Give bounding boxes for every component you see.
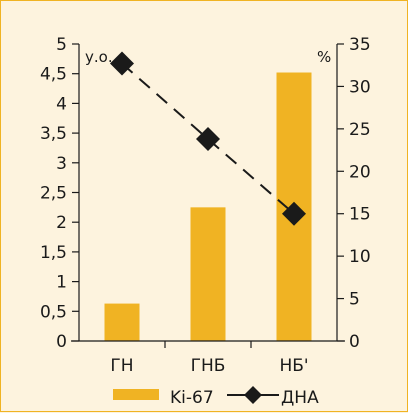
left-tick-label: 2,5 bbox=[40, 184, 67, 204]
right-axis-unit: % bbox=[317, 48, 331, 66]
line-layer bbox=[110, 51, 306, 226]
left-tick-label: 3,5 bbox=[40, 124, 67, 144]
axes-layer: 0 0,5 1 1,5 2 2,5 3 3,5 4 4,5 5 0 5 10 15 20 25 30 35 ГН ГНБ… bbox=[40, 35, 371, 376]
right-tick-label: 35 bbox=[349, 35, 371, 55]
left-tick-label: 1 bbox=[56, 273, 67, 293]
left-tick-label: 4,5 bbox=[40, 65, 67, 85]
x-tick-label: ГН bbox=[110, 356, 133, 376]
left-tick-label: 0,5 bbox=[40, 302, 67, 322]
right-tick-label: 10 bbox=[349, 247, 371, 267]
legend-label-ki67: Ki-67 bbox=[170, 388, 214, 408]
dna-point-1 bbox=[110, 51, 134, 76]
left-axis-unit: у.о. bbox=[85, 48, 113, 66]
right-tick-label: 30 bbox=[349, 77, 371, 97]
left-tick-label: 2 bbox=[56, 213, 67, 233]
legend-label-dna: ДНА bbox=[281, 388, 319, 408]
left-tick-label: 1,5 bbox=[40, 243, 67, 263]
left-tick-label: 4 bbox=[56, 94, 67, 114]
dna-point-2 bbox=[196, 127, 220, 152]
bars-layer bbox=[104, 72, 312, 342]
dna-line bbox=[121, 62, 295, 215]
dna-point-3 bbox=[282, 201, 306, 226]
right-tick-label: 15 bbox=[349, 205, 371, 225]
right-tick-label: 0 bbox=[349, 332, 360, 352]
x-tick-label: НБ' bbox=[279, 356, 308, 376]
left-tick-label: 3 bbox=[56, 154, 67, 174]
legend-diamond-icon bbox=[244, 386, 262, 404]
right-tick-label: 5 bbox=[349, 290, 360, 310]
bar-2 bbox=[190, 207, 226, 341]
bar-1 bbox=[104, 303, 140, 341]
right-tick-label: 20 bbox=[349, 162, 371, 182]
legend-bar-icon bbox=[113, 389, 159, 400]
left-tick-label: 0 bbox=[56, 332, 67, 352]
right-tick-label: 25 bbox=[349, 120, 371, 140]
legend: Ki-67 ДНА bbox=[113, 386, 319, 408]
left-tick-label: 5 bbox=[56, 35, 67, 55]
x-tick-label: ГНБ bbox=[191, 356, 226, 376]
